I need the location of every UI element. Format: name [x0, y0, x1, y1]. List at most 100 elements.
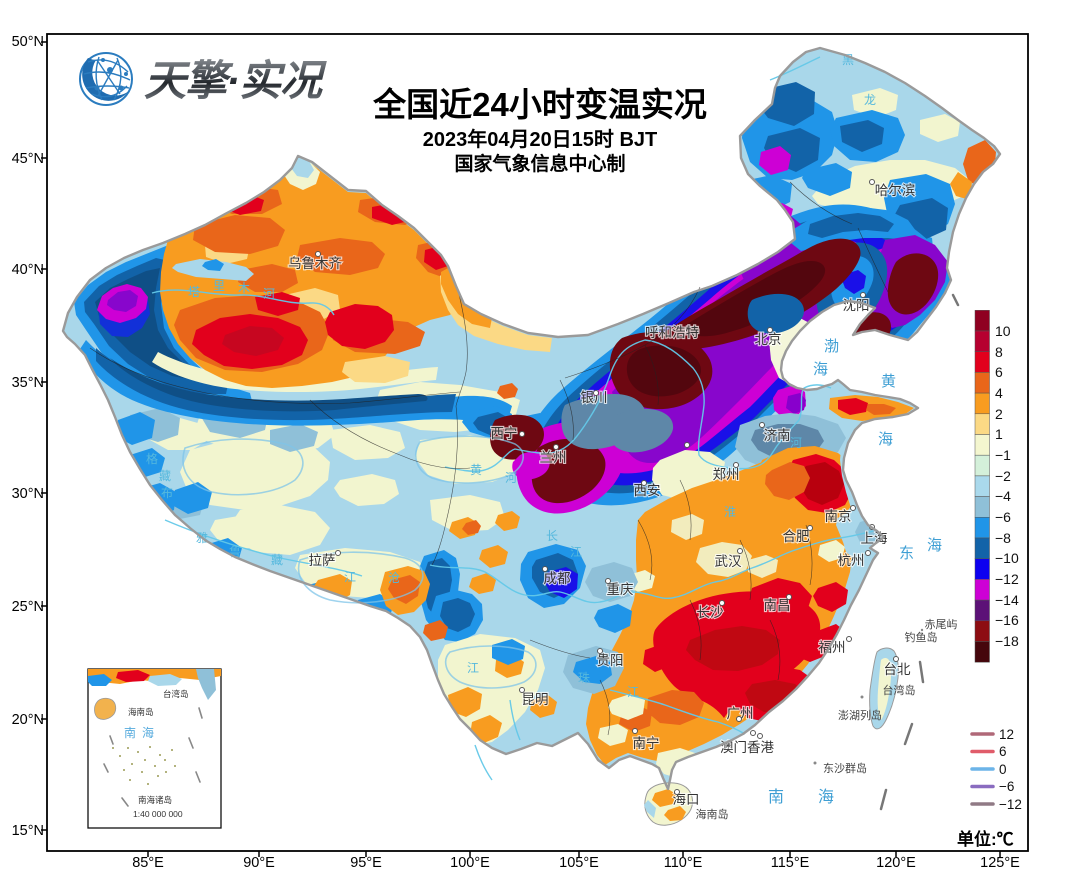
svg-text:江: 江 [344, 570, 356, 584]
svg-text:藏: 藏 [159, 469, 171, 483]
svg-text:哈尔滨: 哈尔滨 [875, 183, 916, 198]
svg-text:里: 里 [213, 279, 225, 293]
svg-text:−10: −10 [995, 550, 1019, 566]
svg-text:昆明: 昆明 [522, 692, 549, 707]
svg-text:−8: −8 [995, 530, 1011, 546]
svg-text:赤尾屿: 赤尾屿 [925, 618, 958, 631]
svg-text:15°N: 15°N [12, 823, 44, 839]
svg-text:龙: 龙 [864, 93, 876, 107]
svg-text:天擎·实况: 天擎·实况 [144, 57, 327, 104]
svg-text:−16: −16 [995, 612, 1019, 628]
svg-text:25°N: 25°N [12, 599, 44, 615]
svg-text:呼和浩特: 呼和浩特 [645, 325, 699, 340]
svg-text:−6: −6 [999, 779, 1014, 794]
svg-text:30°N: 30°N [12, 486, 44, 502]
svg-text:西宁: 西宁 [491, 425, 518, 441]
svg-text:乌鲁木齐: 乌鲁木齐 [288, 256, 342, 271]
svg-text:黄: 黄 [470, 463, 482, 477]
svg-text:1:40 000 000: 1:40 000 000 [133, 809, 183, 819]
svg-text:兰州: 兰州 [540, 450, 567, 465]
svg-text:85°E: 85°E [132, 855, 164, 871]
svg-text:长: 长 [546, 529, 558, 543]
svg-text:南海: 南海 [124, 725, 160, 740]
svg-text:黄: 黄 [881, 373, 896, 390]
svg-text:格: 格 [146, 451, 158, 466]
svg-text:−12: −12 [999, 797, 1022, 812]
svg-text:西安: 西安 [634, 483, 661, 498]
svg-text:沧: 沧 [388, 570, 400, 585]
svg-text:南京: 南京 [825, 509, 852, 524]
svg-text:贵阳: 贵阳 [597, 653, 624, 668]
svg-text:海: 海 [813, 361, 828, 378]
svg-text:成都: 成都 [544, 571, 571, 586]
svg-text:−12: −12 [995, 571, 1019, 587]
svg-text:4: 4 [995, 385, 1003, 401]
svg-text:淮: 淮 [724, 505, 736, 519]
svg-text:重庆: 重庆 [607, 582, 634, 597]
svg-text:120°E: 120°E [876, 855, 916, 871]
svg-text:全国近24小时变温实况: 全国近24小时变温实况 [372, 86, 707, 123]
svg-text:95°E: 95°E [350, 855, 382, 871]
svg-text:−4: −4 [995, 488, 1011, 504]
svg-text:拉萨: 拉萨 [309, 553, 336, 568]
svg-text:合肥: 合肥 [783, 529, 810, 544]
svg-text:济南: 济南 [764, 428, 791, 443]
svg-text:河: 河 [505, 471, 517, 485]
svg-text:珠: 珠 [578, 671, 590, 685]
svg-text:8: 8 [995, 344, 1003, 360]
svg-text:澎湖列岛: 澎湖列岛 [838, 708, 882, 722]
svg-text:6: 6 [995, 364, 1003, 380]
svg-text:单位:℃: 单位:℃ [957, 829, 1014, 849]
svg-text:东沙群岛: 东沙群岛 [823, 761, 867, 775]
svg-text:银川: 银川 [581, 390, 608, 405]
svg-text:南: 南 [768, 788, 784, 806]
svg-text:35°N: 35°N [12, 375, 44, 391]
svg-text:北京: 北京 [755, 332, 782, 347]
svg-text:木: 木 [238, 281, 250, 295]
svg-text:广州: 广州 [727, 706, 754, 721]
svg-text:−14: −14 [995, 592, 1019, 608]
svg-text:海南岛: 海南岛 [128, 707, 154, 717]
svg-text:澳门香港: 澳门香港 [720, 740, 774, 755]
svg-text:江: 江 [570, 545, 582, 559]
svg-text:东: 东 [899, 545, 914, 562]
svg-text:国家气象信息中心制: 国家气象信息中心制 [454, 152, 625, 175]
svg-text:江: 江 [467, 661, 479, 675]
svg-text:海: 海 [878, 431, 893, 448]
svg-text:福州: 福州 [819, 640, 846, 655]
svg-text:20°N: 20°N [12, 712, 44, 728]
svg-text:台湾岛: 台湾岛 [883, 683, 916, 697]
svg-text:河: 河 [790, 436, 802, 450]
svg-text:钓鱼岛: 钓鱼岛 [905, 630, 938, 644]
svg-text:45°N: 45°N [12, 151, 44, 167]
svg-text:南昌: 南昌 [764, 598, 791, 613]
svg-text:郑州: 郑州 [713, 467, 740, 482]
svg-text:布: 布 [161, 486, 173, 500]
svg-text:100°E: 100°E [450, 855, 490, 871]
svg-text:河: 河 [263, 287, 275, 301]
svg-text:40°N: 40°N [12, 262, 44, 278]
svg-text:125°E: 125°E [980, 855, 1020, 871]
svg-text:1: 1 [995, 426, 1003, 442]
svg-text:杭州: 杭州 [838, 553, 865, 568]
svg-text:南海诸岛: 南海诸岛 [138, 795, 172, 805]
svg-text:海口: 海口 [673, 792, 700, 807]
svg-text:塔: 塔 [188, 285, 200, 299]
svg-text:115°E: 115°E [771, 855, 810, 871]
svg-text:海: 海 [927, 537, 942, 554]
svg-text:藏: 藏 [271, 553, 283, 567]
svg-text:渤: 渤 [824, 338, 839, 355]
svg-text:台湾岛: 台湾岛 [163, 689, 189, 699]
svg-text:105°E: 105°E [559, 855, 599, 871]
svg-text:南宁: 南宁 [633, 735, 660, 751]
svg-text:海南岛: 海南岛 [696, 807, 729, 821]
svg-text:12: 12 [999, 727, 1014, 742]
svg-text:0: 0 [999, 762, 1007, 777]
svg-text:−2: −2 [995, 468, 1011, 484]
svg-text:−1: −1 [995, 447, 1011, 463]
svg-text:武汉: 武汉 [715, 554, 743, 569]
svg-text:2: 2 [995, 406, 1003, 422]
svg-text:50°N: 50°N [12, 34, 44, 50]
svg-text:2023年04月20日15时 BJT: 2023年04月20日15时 BJT [423, 127, 658, 151]
svg-text:海: 海 [818, 788, 834, 806]
